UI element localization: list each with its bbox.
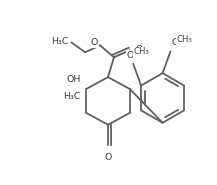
Text: CH₃: CH₃ xyxy=(177,35,192,44)
Text: CH₃: CH₃ xyxy=(133,47,149,56)
Text: O: O xyxy=(136,45,143,54)
Text: H₃C: H₃C xyxy=(51,37,68,46)
Text: OH: OH xyxy=(67,75,81,84)
Text: H₃C: H₃C xyxy=(63,92,80,101)
Text: O: O xyxy=(127,51,134,60)
Text: O: O xyxy=(91,38,98,47)
Text: O: O xyxy=(172,38,179,47)
Text: O: O xyxy=(104,153,112,162)
